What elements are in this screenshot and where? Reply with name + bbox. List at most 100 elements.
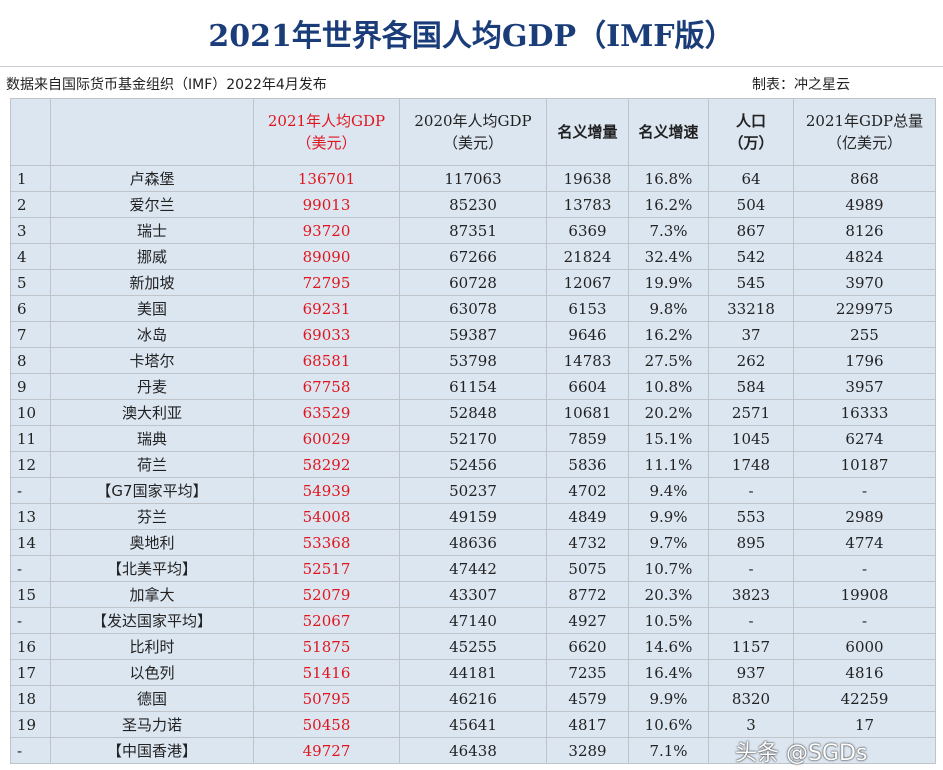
table-cell-pop: 1748 — [708, 451, 794, 478]
table-cell-growth: 21824 — [546, 243, 629, 270]
table-cell-growth: 4702 — [546, 477, 629, 504]
header-pop: 人口 （万） — [708, 98, 794, 166]
table-cell-growth: 5075 — [546, 555, 629, 582]
table-cell-gdp2020: 117063 — [399, 165, 547, 192]
table-cell-gdp2021: 53368 — [253, 529, 400, 556]
table-cell-rank: 6 — [10, 295, 51, 322]
table-cell-rank: 16 — [10, 633, 51, 660]
table-row: 11 瑞典 60029 52170 7859 15.1% 1045 6274 — [10, 425, 936, 452]
table-cell-rate: 9.9% — [628, 685, 709, 712]
table-cell-growth: 6153 — [546, 295, 629, 322]
table-cell-rate: 9.4% — [628, 477, 709, 504]
table-cell-gdp2020: 53798 — [399, 347, 547, 374]
table-cell-rate: 7.1% — [628, 737, 709, 764]
table-cell-growth: 4849 — [546, 503, 629, 530]
table-cell-gdp2021: 69033 — [253, 321, 400, 348]
table-cell-gdp2020: 43307 — [399, 581, 547, 608]
table-cell-rank: 13 — [10, 503, 51, 530]
table-cell-rate: 19.9% — [628, 269, 709, 296]
table-cell-gdp2021: 52079 — [253, 581, 400, 608]
table-cell-country: 美国 — [50, 295, 254, 322]
table-cell-total: 255 — [793, 321, 936, 348]
header-gdp2020-line1: 2020年人均GDP — [414, 112, 532, 130]
table-cell-gdp2020: 52848 — [399, 399, 547, 426]
table-row: 15 加拿大 52079 43307 8772 20.3% 3823 19908 — [10, 581, 936, 608]
table-cell-rank: 5 — [10, 269, 51, 296]
table-cell-total: 4774 — [793, 529, 936, 556]
table-cell-country: 【中国香港】 — [50, 737, 254, 764]
table-row: 7 冰岛 69033 59387 9646 16.2% 37 255 — [10, 321, 936, 348]
table-cell-growth: 4817 — [546, 711, 629, 738]
table-cell-country: 丹麦 — [50, 373, 254, 400]
table-cell-rate: 7.3% — [628, 217, 709, 244]
header-rate: 名义增速 — [628, 98, 709, 166]
table-cell-rank: 15 — [10, 581, 51, 608]
table-cell-rank: - — [10, 477, 51, 504]
table-cell-rank: - — [10, 607, 51, 634]
table-cell-gdp2021: 51416 — [253, 659, 400, 686]
table-cell-rate: 16.2% — [628, 191, 709, 218]
table-cell-pop: 542 — [708, 243, 794, 270]
table-cell-country: 澳大利亚 — [50, 399, 254, 426]
maker-credit: 制表：冲之星云 — [752, 77, 850, 93]
table-cell-gdp2021: 60029 — [253, 425, 400, 452]
table-cell-pop: 33218 — [708, 295, 794, 322]
table-cell-gdp2021: 50795 — [253, 685, 400, 712]
table-cell-country: 奥地利 — [50, 529, 254, 556]
table-cell-rank: 18 — [10, 685, 51, 712]
table-cell-country: 德国 — [50, 685, 254, 712]
table-cell-gdp2021: 72795 — [253, 269, 400, 296]
table-cell-gdp2020: 59387 — [399, 321, 547, 348]
table-body: 1 卢森堡 136701 117063 19638 16.8% 64 868 2 爱尔兰 99013… — [10, 165, 936, 764]
table-cell-gdp2020: 46216 — [399, 685, 547, 712]
table-cell-gdp2021: 63529 — [253, 399, 400, 426]
table-cell-pop: 584 — [708, 373, 794, 400]
table-cell-gdp2021: 52517 — [253, 555, 400, 582]
table-cell-total: 229975 — [793, 295, 936, 322]
table-cell-growth: 3289 — [546, 737, 629, 764]
table-cell-gdp2020: 63078 — [399, 295, 547, 322]
table-row: - 【北美平均】 52517 47442 5075 10.7% - - — [10, 555, 936, 582]
table-cell-gdp2020: 46438 — [399, 737, 547, 764]
table-cell-rate: 9.7% — [628, 529, 709, 556]
table-cell-growth: 4579 — [546, 685, 629, 712]
table-cell-gdp2020: 50237 — [399, 477, 547, 504]
table-row: 2 爱尔兰 99013 85230 13783 16.2% 504 4989 — [10, 191, 936, 218]
table-cell-pop: 867 — [708, 217, 794, 244]
table-cell-total: 1796 — [793, 347, 936, 374]
table-cell-rank: - — [10, 737, 51, 764]
table-row: 6 美国 69231 63078 6153 9.8% 33218 229975 — [10, 295, 936, 322]
source-note: 数据来自国际货币基金组织（IMF）2022年4月发布 — [6, 77, 327, 93]
table-cell-pop: 1157 — [708, 633, 794, 660]
table-cell-rank: 17 — [10, 659, 51, 686]
table-cell-gdp2021: 49727 — [253, 737, 400, 764]
table-cell-growth: 4927 — [546, 607, 629, 634]
table-row: - 【中国香港】 49727 46438 3289 7.1% — [10, 737, 936, 764]
table-cell-rate: 20.3% — [628, 581, 709, 608]
table-cell-country: 【北美平均】 — [50, 555, 254, 582]
header-total-line1: 2021年GDP总量 — [805, 112, 924, 130]
table-cell-country: 荷兰 — [50, 451, 254, 478]
table-cell-rank: 7 — [10, 321, 51, 348]
table-cell-gdp2020: 52456 — [399, 451, 547, 478]
meta-bar: 数据来自国际货币基金组织（IMF）2022年4月发布 制表：冲之星云 — [0, 67, 943, 98]
table-cell-gdp2020: 61154 — [399, 373, 547, 400]
table-cell-gdp2021: 54939 — [253, 477, 400, 504]
table-cell-rank: 19 — [10, 711, 51, 738]
table-cell-country: 新加坡 — [50, 269, 254, 296]
table-cell-gdp2021: 54008 — [253, 503, 400, 530]
table-cell-country: 芬兰 — [50, 503, 254, 530]
table-row: 8 卡塔尔 68581 53798 14783 27.5% 262 1796 — [10, 347, 936, 374]
table-cell-growth: 5836 — [546, 451, 629, 478]
table-cell-total: - — [793, 555, 936, 582]
table-cell-total: 42259 — [793, 685, 936, 712]
table-cell-gdp2021: 68581 — [253, 347, 400, 374]
table-cell-pop: 553 — [708, 503, 794, 530]
table-cell-rate: 16.2% — [628, 321, 709, 348]
table-cell-pop: 545 — [708, 269, 794, 296]
table-cell-gdp2020: 60728 — [399, 269, 547, 296]
table-cell-rate: 27.5% — [628, 347, 709, 374]
table-cell-total: 4816 — [793, 659, 936, 686]
table-cell-growth: 6369 — [546, 217, 629, 244]
header-gdp2021-line1: 2021年人均GDP — [267, 112, 386, 130]
